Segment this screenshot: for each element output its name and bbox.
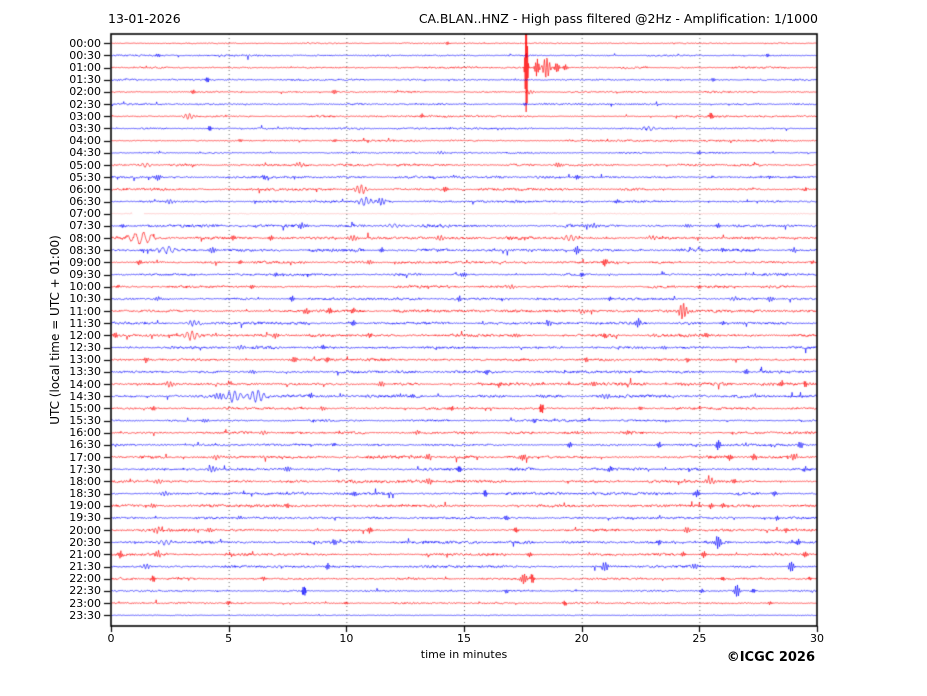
y-axis-label: UTC (local time = UTC + 01:00) <box>48 235 62 425</box>
y-tick-label: 18:00 <box>69 474 101 488</box>
y-tick-label: 17:30 <box>69 462 101 476</box>
y-tick-label: 08:00 <box>69 231 101 245</box>
y-tick-label: 12:30 <box>69 341 101 355</box>
y-tick-label: 09:30 <box>69 268 101 282</box>
y-tick-label: 23:30 <box>69 608 101 622</box>
y-tick-label: 19:30 <box>69 511 101 525</box>
y-tick-label: 19:00 <box>69 499 101 513</box>
y-tick-label: 22:30 <box>69 584 101 598</box>
y-tick-label: 14:30 <box>69 389 101 403</box>
y-tick-label: 01:00 <box>69 61 101 75</box>
y-tick-label: 16:00 <box>69 426 101 440</box>
y-tick-label: 03:00 <box>69 109 101 123</box>
plot-title: CA.BLAN..HNZ - High pass filtered @2Hz -… <box>418 11 818 26</box>
y-tick-label: 07:00 <box>69 207 101 221</box>
y-tick-label: 08:30 <box>69 243 101 257</box>
x-tick-label: 25 <box>692 632 707 645</box>
y-tick-label: 13:00 <box>69 353 101 367</box>
y-tick-label: 22:00 <box>69 572 101 586</box>
y-tick-label: 11:00 <box>69 304 101 318</box>
y-tick-label: 04:00 <box>69 134 101 148</box>
y-tick-label: 15:30 <box>69 414 101 428</box>
copyright: ©ICGC 2026 <box>726 650 815 665</box>
y-tick-label: 05:00 <box>69 158 101 172</box>
y-tick-label: 21:00 <box>69 547 101 561</box>
y-tick-label: 17:00 <box>69 450 101 464</box>
x-tick-label: 0 <box>107 632 115 645</box>
y-tick-label: 00:00 <box>69 36 101 50</box>
y-tick-label: 07:30 <box>69 219 101 233</box>
y-tick-label: 21:30 <box>69 560 101 574</box>
y-tick-label: 00:30 <box>69 48 101 62</box>
y-tick-label: 10:30 <box>69 292 101 306</box>
y-tick-label: 14:00 <box>69 377 101 391</box>
y-tick-label: 06:00 <box>69 182 101 196</box>
y-tick-label: 04:30 <box>69 146 101 160</box>
y-tick-label: 05:30 <box>69 170 101 184</box>
y-tick-label: 10:00 <box>69 280 101 294</box>
y-tick-label: 09:00 <box>69 255 101 269</box>
x-tick-label: 15 <box>457 632 471 645</box>
x-tick-label: 20 <box>574 632 589 645</box>
y-tick-label: 16:30 <box>69 438 101 452</box>
y-tick-label: 02:30 <box>69 97 101 111</box>
x-tick-label: 10 <box>339 632 354 645</box>
y-tick-label: 11:30 <box>69 316 101 330</box>
y-tick-label: 12:00 <box>69 328 101 342</box>
y-tick-label: 03:30 <box>69 121 101 135</box>
y-tick-label: 18:30 <box>69 487 101 501</box>
x-axis-label: time in minutes <box>420 648 508 661</box>
y-tick-label: 20:00 <box>69 523 101 537</box>
y-tick-label: 02:00 <box>69 85 101 99</box>
y-tick-label: 20:30 <box>69 535 101 549</box>
x-tick-label: 5 <box>225 632 233 645</box>
plot-date: 13-01-2026 <box>108 11 181 26</box>
y-tick-label: 01:30 <box>69 73 101 87</box>
y-tick-label: 13:30 <box>69 365 101 379</box>
x-tick-label: 30 <box>810 632 824 645</box>
y-tick-label: 06:30 <box>69 195 101 208</box>
y-tick-label: 23:00 <box>69 596 101 610</box>
y-tick-label: 15:00 <box>69 401 101 415</box>
